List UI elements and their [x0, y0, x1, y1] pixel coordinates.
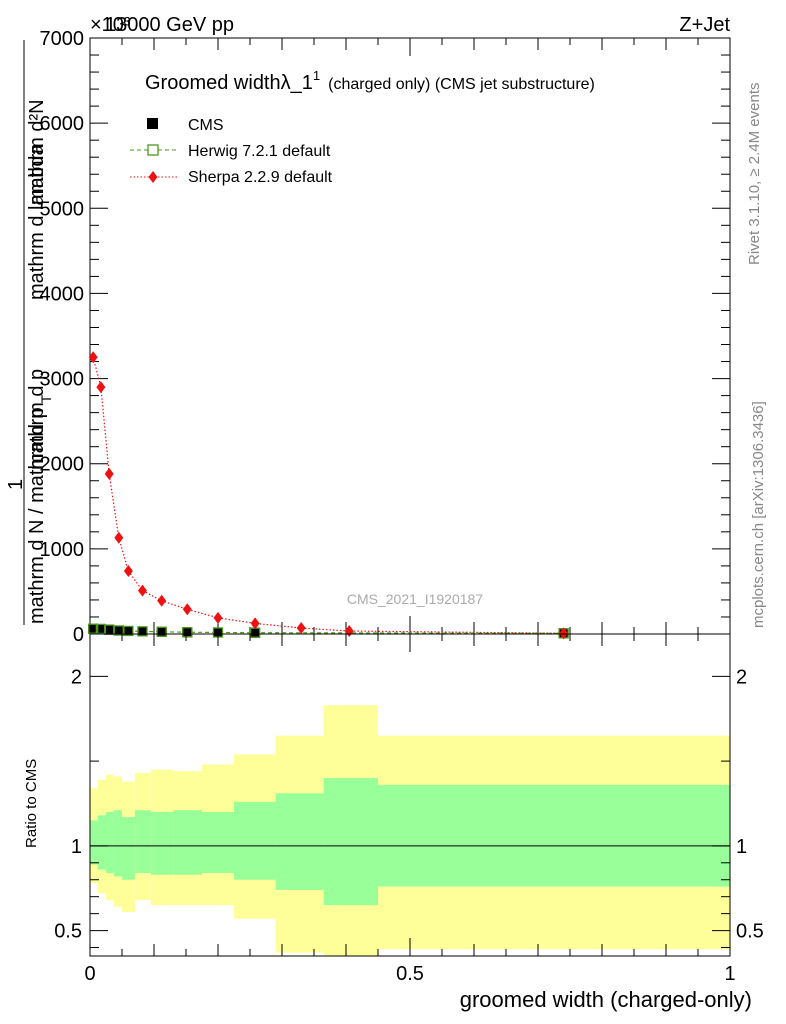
ratio-band-inner [378, 784, 730, 887]
sherpa-point [104, 467, 114, 480]
sherpa-point [213, 611, 223, 624]
legend: CMS Herwig 7.2.1 default Sherpa 2.2.9 de… [130, 117, 333, 186]
legend-herwig-marker [147, 144, 159, 156]
ratio-y-axis: 0.5 0.5 1 1 2 2 [54, 666, 764, 949]
cms-point [104, 624, 115, 635]
sherpa-point [137, 584, 147, 597]
cms-point [123, 626, 134, 637]
herwig-point [137, 626, 148, 637]
svg-text:mathrm d²N: mathrm d²N [26, 99, 48, 205]
legend-sherpa-label: Sherpa 2.2.9 default [188, 169, 333, 186]
cms-point [156, 626, 167, 637]
herwig-point [88, 623, 99, 634]
sherpa-point [250, 617, 260, 630]
cms-point [213, 627, 223, 638]
ratio-y-tick-label-right: 2 [736, 666, 747, 688]
main-y-tick-label: 1000 [40, 539, 85, 561]
main-y-tick-label: 0 [73, 624, 84, 646]
ratio-y-tick-label: 1 [71, 836, 82, 858]
source-label: mcplots.cern.ch [arXiv:1306.3436] [750, 401, 767, 628]
ratio-band-inner [113, 810, 122, 877]
main-panel-frame [89, 37, 731, 635]
ratio-y-tick-label-right: 1 [736, 836, 747, 858]
sherpa-point [88, 351, 98, 364]
main-y-tick-label: 7000 [40, 28, 85, 50]
svg-text:mathrm d lambda: mathrm d lambda [26, 144, 48, 300]
herwig-point [156, 626, 167, 637]
ratio-band-inner [122, 817, 135, 880]
main-y-tick-label: 2000 [40, 454, 85, 476]
events-label: Rivet 3.1.10, ≥ 2.4M events [746, 83, 763, 266]
cms-point [88, 623, 99, 634]
plot-title: Groomed widthλ_11(charged only) (CMS jet… [145, 68, 595, 94]
sherpa-point [296, 622, 306, 635]
ratio-y-tick-label: 2 [71, 666, 82, 688]
main-y-tick-label: 6000 [40, 113, 85, 135]
ratio-band-inner [134, 810, 151, 873]
main-y-axis: 1000 2000 3000 4000 5000 6000 7000 0 [40, 28, 730, 646]
x-axis-label: groomed width (charged-only) [460, 987, 752, 1012]
ratio-y-label: Ratio to CMS [23, 759, 40, 848]
energy-label: 13000 GeV pp [105, 14, 234, 36]
herwig-point [182, 627, 193, 638]
legend-herwig-label: Herwig 7.2.1 default [188, 143, 331, 160]
ratio-band-inner [150, 811, 174, 875]
cms-point [250, 627, 261, 638]
ratio-x-axis: 0 0.5 1 [84, 634, 736, 985]
legend-sherpa-marker [148, 171, 158, 183]
sherpa-point [157, 594, 167, 607]
ratio-band-inner [106, 811, 114, 873]
process-label: Z+Jet [679, 14, 730, 36]
sherpa-point [123, 564, 133, 577]
ratio-band-inner [173, 810, 202, 875]
ratio-band-inner [275, 793, 324, 890]
cms-point [137, 626, 148, 637]
main-x-ticks [89, 38, 731, 634]
ratio-band-inner [97, 815, 106, 870]
main-y-label: 1 mathrm d N / mathrmd pT mathrm d²N mat… [5, 40, 54, 625]
svg-text:mathrm d N / mathrmd pT: mathrm d N / mathrmd pT [26, 394, 54, 624]
legend-cms-label: CMS [188, 117, 224, 134]
sherpa-line [92, 357, 564, 634]
herwig-point [123, 625, 134, 637]
main-y-tick-label: 4000 [40, 283, 85, 305]
sherpa-point [559, 627, 569, 640]
ratio-y-tick-label: 0.5 [54, 921, 82, 943]
main-series-layer [88, 351, 569, 640]
cms-point [95, 624, 106, 635]
ratio-y-tick-label-right: 0.5 [736, 921, 764, 943]
ratio-band-inner [90, 820, 98, 865]
x-tick-label: 0.5 [396, 963, 424, 985]
x-tick-label: 0 [84, 963, 95, 985]
main-y-tick-label: 3000 [40, 369, 85, 391]
exponent-label: ×10³ [90, 14, 131, 36]
x-tick-label: 1 [724, 963, 735, 985]
ratio-band-inner [202, 811, 234, 873]
legend-cms-marker [147, 118, 158, 129]
cms-point [182, 627, 193, 638]
herwig-point [95, 623, 107, 635]
cms-point [113, 625, 124, 636]
sherpa-point [96, 381, 106, 394]
main-y-tick-label: 5000 [40, 198, 85, 220]
ratio-band-inner [234, 801, 276, 880]
sherpa-point [114, 531, 124, 544]
ratio-band-inner [323, 778, 378, 906]
svg-text:1: 1 [5, 479, 27, 490]
ratio-bands-layer [90, 705, 730, 956]
sherpa-point [182, 603, 192, 616]
svg-text:mathrm d p: mathrm d p [26, 369, 48, 470]
analysis-watermark: CMS_2021_I1920187 [347, 591, 483, 607]
